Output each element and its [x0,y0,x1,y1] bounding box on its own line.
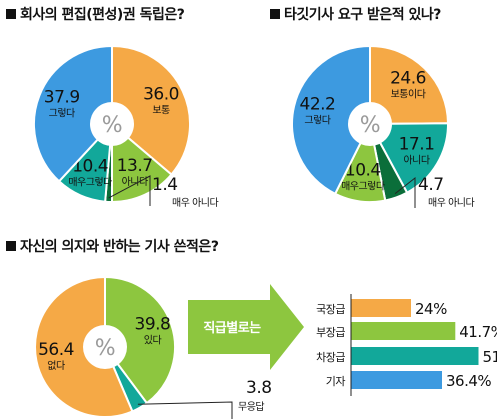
chart2-leader-line [394,176,416,208]
chart2-category-label: 보통이다 [391,89,426,101]
chart3-category-label: 없다 [47,359,65,372]
chart2-value-label: 10.4 [345,161,381,181]
chart2-center-hole [348,102,392,146]
chart2-category-label: 매우 아니다 [428,197,474,209]
chart3-center-label: % [95,336,115,361]
chart3-value-label: 56.4 [38,340,74,360]
bullet-square-icon [6,241,16,251]
chart1-value-label: 37.9 [44,87,80,107]
chart1-slice [33,44,113,183]
chart4-category-label: 차장급 [316,351,345,364]
bullet-square-icon [270,9,280,19]
chart1-center-hole [90,102,134,146]
chart4-bar [351,347,479,365]
chart4-value-label: 24% [415,300,447,318]
chart2-category-label: 매우그렇다 [341,180,385,193]
chart1-title-text: 회사의 편집(편성)권 독립은? [20,7,185,23]
chart3-value-label: 3.8 [246,378,272,398]
chart4-bar [351,371,442,389]
chart1-value-label: 13.7 [117,156,153,176]
chart3-slice [104,275,176,405]
chart4-category-label: 국장급 [316,303,345,316]
chart1-category-label: 매우그렇다 [68,175,112,188]
chart2-slice [369,44,450,126]
chart2-category-label: 그렇다 [304,114,330,127]
chart4-bar [351,322,456,340]
chart1-slice [111,121,173,204]
chart1-center-label: % [102,113,122,138]
chart2-slice [290,44,371,196]
chart2-value-label: 24.6 [390,69,426,89]
chart2-value-label: 17.1 [399,134,435,154]
chart1-category-label: 아니다 [122,176,148,188]
bullet-square-icon [6,9,16,19]
chart4-category-label: 기자 [326,375,346,388]
chart3-title-text: 자신의 의지와 반하는 기사 쓴적은? [20,239,219,255]
chart1-leader-line [108,175,151,206]
chart4-category-label: 부장급 [316,326,345,339]
chart2-value-label: 42.2 [300,95,336,115]
chart1-title: 회사의 편집(편성)권 독립은? [6,4,185,24]
chart1-category-label: 매우 아니다 [172,197,218,209]
chart1-category-label: 그렇다 [49,106,75,119]
chart1-value-label: 10.4 [72,156,108,176]
chart4-arrow [188,284,304,370]
chart3-leader-line [137,401,233,419]
chart3-center-hole [83,325,127,369]
chart3-category-label: 무응답 [238,401,264,413]
chart2-category-label: 아니다 [403,154,429,166]
chart1-slice [111,44,191,176]
chart4-value-label: 41.7% [459,323,497,341]
chart4-bar [351,299,411,317]
chart3-title: 자신의 의지와 반하는 기사 쓴적은? [6,236,219,256]
chart2-center-label: % [360,113,380,138]
chart1-category-label: 보통 [152,104,170,116]
chart2-slice [368,122,450,194]
chart2-value-label: 4.7 [418,175,444,195]
chart3-category-label: 있다 [144,334,162,346]
chart4-value-label: 36.4% [446,372,491,390]
chart4-value-label: 51.0% [483,348,497,366]
chart4-title: 직급별로는 [203,320,261,336]
chart1-value-label: 36.0 [143,84,179,104]
chart2-title-text: 타깃기사 요구 받은적 있나? [284,7,441,23]
chart3-value-label: 39.8 [135,314,171,334]
chart1-value-label: 1.4 [152,175,178,195]
chart2-title: 타깃기사 요구 받은적 있나? [270,4,441,24]
